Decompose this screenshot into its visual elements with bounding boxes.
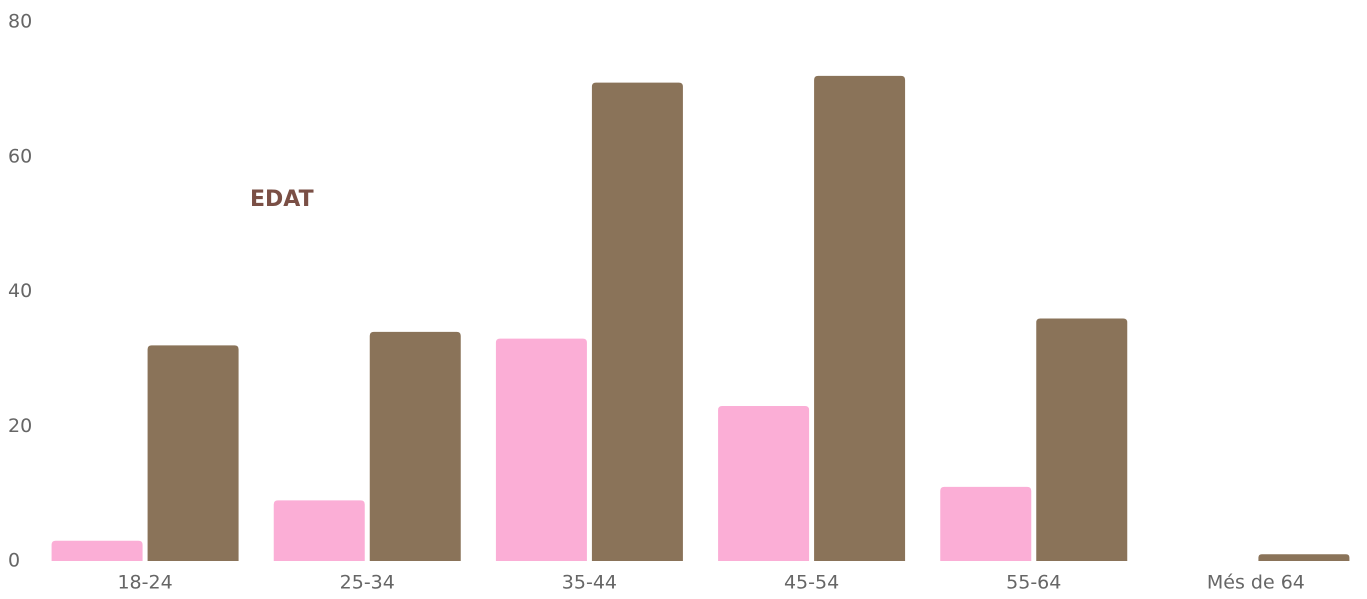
x-tick-label: 45-54 (784, 572, 839, 594)
y-tick-label: 60 (8, 145, 32, 167)
bar (718, 406, 810, 561)
bar (1258, 554, 1350, 561)
y-tick-label: 20 (8, 415, 32, 437)
bar (273, 500, 365, 561)
bar (814, 75, 906, 562)
bar (1036, 318, 1128, 561)
bar (51, 540, 143, 561)
y-tick-label: 40 (8, 280, 32, 302)
x-tick-label: 35-44 (562, 572, 617, 594)
bar (369, 331, 461, 561)
y-tick-label: 80 (8, 11, 32, 33)
x-tick-label: 55-64 (1006, 572, 1061, 594)
bar (495, 338, 587, 561)
x-tick-label: Més de 64 (1207, 572, 1305, 594)
bar (591, 82, 683, 561)
bar (940, 486, 1032, 561)
bar (147, 345, 239, 561)
x-tick-label: 18-24 (117, 572, 172, 594)
y-tick-label: 0 (8, 550, 20, 572)
x-tick-label: 25-34 (340, 572, 395, 594)
chart-title: EDAT (250, 187, 314, 212)
